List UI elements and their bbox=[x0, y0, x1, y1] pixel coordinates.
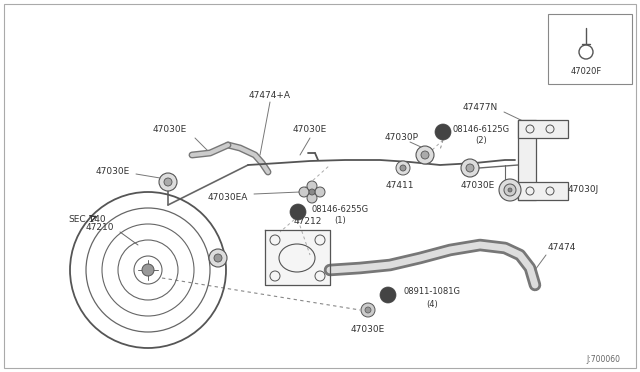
Circle shape bbox=[307, 181, 317, 191]
Circle shape bbox=[309, 189, 315, 195]
Circle shape bbox=[499, 179, 521, 201]
Text: 08146-6125G: 08146-6125G bbox=[452, 125, 509, 134]
Circle shape bbox=[416, 146, 434, 164]
Circle shape bbox=[421, 151, 429, 159]
Text: J:700060: J:700060 bbox=[586, 356, 620, 365]
Circle shape bbox=[209, 249, 227, 267]
Circle shape bbox=[315, 187, 325, 197]
Circle shape bbox=[361, 303, 375, 317]
Text: (4): (4) bbox=[426, 299, 438, 308]
Text: N: N bbox=[385, 291, 391, 299]
Text: 47030E: 47030E bbox=[153, 125, 187, 135]
Bar bbox=[518, 120, 568, 138]
Circle shape bbox=[307, 193, 317, 203]
Text: 08911-1081G: 08911-1081G bbox=[403, 288, 461, 296]
Circle shape bbox=[142, 264, 154, 276]
Text: 47030E: 47030E bbox=[461, 180, 495, 189]
Text: B: B bbox=[440, 128, 445, 137]
Text: 47411: 47411 bbox=[386, 180, 414, 189]
Text: 47030E: 47030E bbox=[96, 167, 130, 176]
Text: 47030E: 47030E bbox=[293, 125, 327, 135]
Text: 47030J: 47030J bbox=[568, 186, 599, 195]
Circle shape bbox=[380, 287, 396, 303]
Circle shape bbox=[400, 165, 406, 171]
Text: 47212: 47212 bbox=[294, 218, 322, 227]
Text: (1): (1) bbox=[334, 215, 346, 224]
Bar bbox=[518, 120, 536, 200]
Text: 47210: 47210 bbox=[86, 224, 115, 232]
Circle shape bbox=[290, 204, 306, 220]
Text: 47020F: 47020F bbox=[570, 67, 602, 77]
Text: 47030P: 47030P bbox=[385, 134, 419, 142]
Circle shape bbox=[365, 307, 371, 313]
Polygon shape bbox=[265, 230, 330, 285]
Circle shape bbox=[396, 161, 410, 175]
Text: B: B bbox=[296, 208, 301, 217]
Circle shape bbox=[214, 254, 222, 262]
Circle shape bbox=[504, 184, 516, 196]
Text: SEC.140: SEC.140 bbox=[68, 215, 106, 224]
Text: 47474+A: 47474+A bbox=[249, 90, 291, 99]
Text: 47477N: 47477N bbox=[463, 103, 498, 112]
Circle shape bbox=[466, 164, 474, 172]
Circle shape bbox=[508, 188, 512, 192]
Circle shape bbox=[461, 159, 479, 177]
Text: 08146-6255G: 08146-6255G bbox=[312, 205, 369, 214]
Text: 47030E: 47030E bbox=[351, 326, 385, 334]
Circle shape bbox=[299, 187, 309, 197]
Circle shape bbox=[159, 173, 177, 191]
Circle shape bbox=[435, 124, 451, 140]
Text: 47030EA: 47030EA bbox=[207, 192, 248, 202]
Text: (2): (2) bbox=[475, 135, 487, 144]
Text: 47474: 47474 bbox=[548, 244, 577, 253]
Circle shape bbox=[164, 178, 172, 186]
Bar bbox=[518, 182, 568, 200]
Bar bbox=[548, 14, 632, 84]
